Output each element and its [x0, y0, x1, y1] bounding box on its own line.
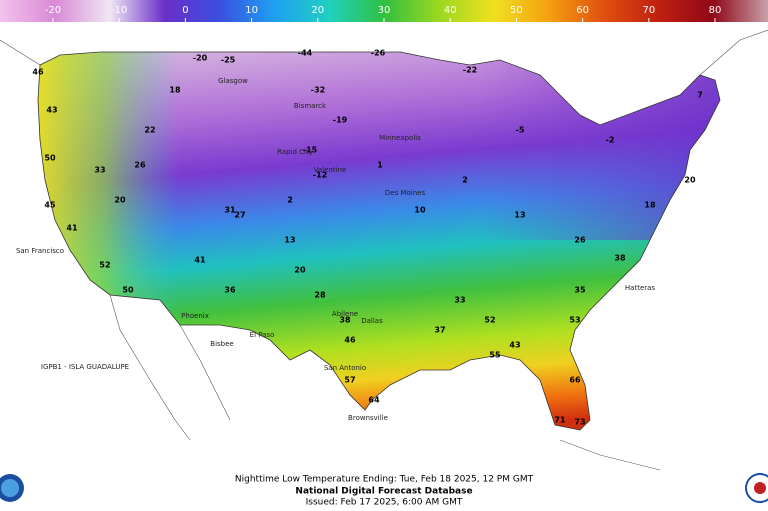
- colorbar: -20 -10 0 10 20 30 40 50 60 70 80: [0, 0, 768, 22]
- temperature-reading: -15: [303, 146, 318, 155]
- temperature-reading: 35: [574, 286, 586, 295]
- temperature-reading: 36: [224, 286, 236, 295]
- temperature-reading: 33: [454, 296, 465, 305]
- colorbar-tick-label: 40: [444, 5, 457, 16]
- footer-line1: Nighttime Low Temperature Ending: Tue, F…: [235, 475, 534, 485]
- temperature-reading: 52: [99, 261, 110, 270]
- footer-line3: Issued: Feb 17 2025, 6:00 AM GMT: [306, 498, 463, 508]
- temperature-reading: 53: [569, 316, 580, 325]
- temperature-reading: 26: [134, 161, 146, 170]
- temperature-reading: 22: [144, 126, 155, 135]
- colorbar-tick-label: 20: [311, 5, 324, 16]
- temperature-reading: 38: [339, 316, 351, 325]
- place-label: San Francisco: [16, 247, 64, 255]
- place-label: Abilene: [332, 310, 358, 318]
- place-label: Hatteras: [625, 284, 656, 292]
- colorbar-tick-label: 10: [245, 5, 258, 16]
- temperature-reading: -19: [333, 116, 348, 125]
- place-label: Brownsville: [348, 414, 388, 422]
- temperature-reading: -12: [313, 171, 327, 180]
- temperature-reading: 13: [514, 211, 525, 220]
- place-label: Phoenix: [181, 312, 209, 320]
- temperature-reading: -26: [371, 49, 386, 58]
- temperature-reading: 31: [224, 206, 236, 215]
- land-outlines: [0, 29, 768, 471]
- colorbar-tick-label: -10: [111, 5, 127, 16]
- temperature-reading: -44: [298, 49, 313, 58]
- colorbar-tick-label: 70: [642, 5, 655, 16]
- temperature-reading: -5: [516, 126, 525, 135]
- temperature-reading: -32: [311, 86, 325, 95]
- place-label: Des Moines: [385, 189, 426, 197]
- temperature-reading: 50: [44, 154, 56, 163]
- temperature-reading: 20: [684, 176, 696, 185]
- place-label: El Paso: [250, 331, 275, 339]
- temperature-reading: 55: [489, 351, 501, 360]
- place-label: Bismarck: [294, 102, 327, 110]
- temperature-reading: 18: [169, 86, 181, 95]
- temperature-reading: 38: [614, 254, 626, 263]
- temperature-reading: 2: [287, 196, 293, 205]
- temperature-reading: 41: [194, 256, 206, 265]
- temperature-reading: 66: [569, 376, 581, 385]
- temperature-reading: 52: [484, 316, 495, 325]
- temperature-reading: 43: [509, 341, 520, 350]
- place-label: Minneapolis: [379, 134, 421, 142]
- colorbar-tick-label: 30: [378, 5, 391, 16]
- nws-logo: [745, 473, 768, 503]
- footer-line2: National Digital Forecast Database: [295, 487, 472, 497]
- place-label: Valentine: [314, 166, 347, 174]
- temperature-reading: 73: [574, 418, 585, 427]
- temperature-reading: -22: [463, 66, 477, 75]
- place-label: Rapid City: [277, 148, 313, 156]
- temperature-reading: 57: [344, 376, 355, 385]
- temperature-reading: 46: [32, 68, 44, 77]
- temperature-reading: 64: [368, 396, 380, 405]
- temperature-reading: 71: [554, 416, 566, 425]
- temperature-reading: 33: [94, 166, 105, 175]
- station-label: IGPB1 - ISLA GUADALUPE: [41, 363, 129, 371]
- temperature-reading: 41: [66, 224, 78, 233]
- temperature-reading: -20: [193, 54, 208, 63]
- place-label: Glasgow: [218, 77, 248, 85]
- temperature-reading: 27: [234, 211, 245, 220]
- colorbar-tick-label: -20: [45, 5, 61, 16]
- temperature-reading: 46: [344, 336, 356, 345]
- place-label: San Antonio: [324, 364, 366, 372]
- colorbar-gradient: [0, 0, 768, 22]
- place-label: Bisbee: [210, 340, 233, 348]
- temperature-reading: 1: [377, 161, 383, 170]
- us-outline: [37, 51, 721, 431]
- temperature-reading: 7: [697, 91, 703, 100]
- temperature-reading: 20: [114, 196, 126, 205]
- temperature-reading: 37: [434, 326, 445, 335]
- temperature-reading: 13: [284, 236, 295, 245]
- temperature-reading: 50: [122, 286, 134, 295]
- temperature-reading: 10: [414, 206, 426, 215]
- colorbar-tick-label: 60: [576, 5, 589, 16]
- temperature-reading: 2: [462, 176, 468, 185]
- temperature-reading: 26: [574, 236, 586, 245]
- temperature-reading: 18: [644, 201, 656, 210]
- temperature-reading: 43: [46, 106, 57, 115]
- colorbar-tick-label: 80: [709, 5, 722, 16]
- temperature-reading: -25: [221, 56, 236, 65]
- noaa-logo: [0, 474, 24, 502]
- temperature-reading: 20: [294, 266, 306, 275]
- temperature-reading: 45: [44, 201, 56, 210]
- colorbar-tick-label: 50: [510, 5, 523, 16]
- place-label: Dallas: [361, 317, 383, 325]
- colorbar-tick-label: 0: [182, 5, 188, 16]
- temperature-reading: 28: [314, 291, 326, 300]
- temperature-reading: -2: [606, 136, 615, 145]
